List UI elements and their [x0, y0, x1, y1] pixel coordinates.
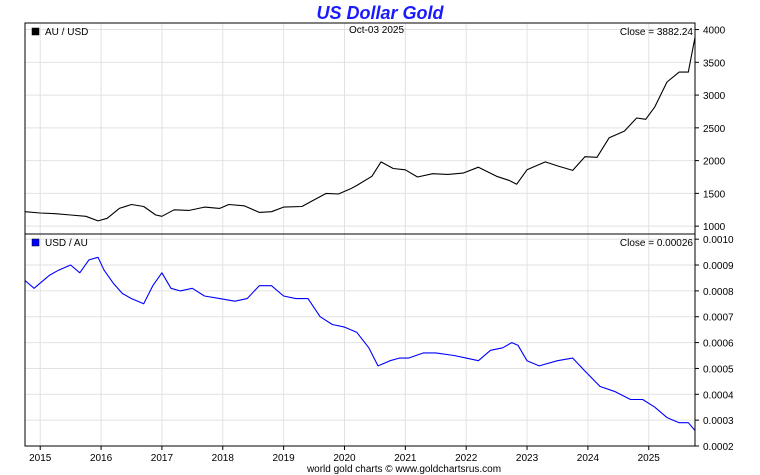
y-tick-label: 2000: [703, 157, 726, 168]
series-line: [24, 256, 696, 431]
close-value: Close = 0.00026: [620, 238, 694, 249]
legend-label: USD / AU: [45, 238, 88, 249]
x-tick-label: 2022: [455, 453, 478, 464]
x-tick-label: 2015: [29, 453, 52, 464]
plot-area: [25, 234, 695, 446]
x-tick-label: 2021: [394, 453, 417, 464]
x-tick-label: 2016: [90, 453, 113, 464]
chart-title: US Dollar Gold: [316, 3, 444, 23]
close-value: Close = 3882.24: [620, 27, 694, 38]
legend-swatch: [31, 27, 40, 36]
panel-frame: [24, 233, 696, 447]
x-tick-label: 2017: [151, 453, 174, 464]
x-tick-label: 2023: [516, 453, 539, 464]
y-tick-label: 0.0002: [703, 442, 734, 453]
plot-area: [25, 23, 695, 234]
y-tick-label: 0.0004: [703, 390, 734, 401]
y-tick-label: 1500: [703, 189, 726, 200]
x-tick-label: 2025: [638, 453, 661, 464]
panel-usd-gold: 0.0002 0.0003 0.0004 0.0005 0.0006 0.0007 0.00…: [24, 233, 734, 453]
y-tick-label: 0.0007: [703, 313, 734, 324]
panel-gold-usd: 1000 1500 2000 2500 3000 3500 4000 AU / USD Clos…: [24, 22, 726, 235]
x-axis: 2015 2016 2017 2018 2019 2020 2021 2022 2023 2024…: [29, 446, 660, 464]
legend-label: AU / USD: [45, 27, 88, 38]
y-tick-label: 2500: [703, 124, 726, 135]
y-tick-label: 0.0005: [703, 364, 734, 375]
date-label: Oct-03 2025: [349, 25, 404, 36]
y-tick-label: 4000: [703, 26, 726, 37]
legend-swatch: [31, 238, 40, 247]
y-tick-label: 0.0003: [703, 416, 734, 427]
y-tick-label: 0.0009: [703, 261, 734, 272]
y-tick-label: 0.0006: [703, 339, 734, 350]
y-tick-label: 0.0010: [703, 235, 734, 246]
x-tick-label: 2024: [577, 453, 600, 464]
series-line: [24, 37, 696, 222]
y-tick-label: 1000: [703, 222, 726, 233]
footer-credit: world gold charts © www.goldchartsrus.co…: [306, 464, 501, 475]
y-tick-label: 3500: [703, 58, 726, 69]
x-tick-label: 2020: [333, 453, 356, 464]
x-tick-label: 2019: [273, 453, 296, 464]
x-tick-label: 2018: [212, 453, 235, 464]
y-tick-label: 3000: [703, 91, 726, 102]
y-tick-label: 0.0008: [703, 287, 734, 298]
